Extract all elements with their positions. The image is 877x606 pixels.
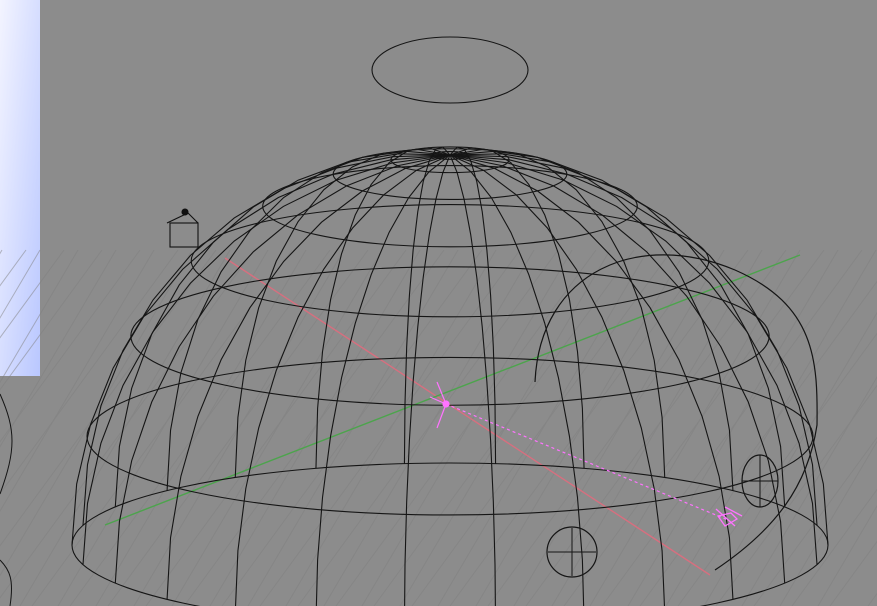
grid-line	[0, 249, 79, 384]
grid-line	[0, 249, 41, 319]
grid-line	[741, 376, 877, 606]
dome-meridian	[404, 154, 451, 606]
grid-line	[0, 249, 155, 513]
grid-line	[323, 249, 535, 606]
grid-line	[361, 249, 573, 606]
grid-line	[449, 249, 711, 606]
grid-line	[0, 249, 217, 547]
dome-meridian	[71, 154, 451, 546]
dome-latitude-ring	[86, 356, 814, 516]
grid-line	[399, 249, 611, 606]
dome-meridian	[449, 154, 666, 606]
grid-line	[817, 504, 877, 606]
grid-line	[335, 249, 597, 606]
lamp-icon[interactable]	[715, 506, 743, 527]
dome-meridian	[403, 146, 451, 464]
grid-line	[677, 332, 877, 606]
dome-meridian	[114, 154, 451, 584]
grid-line	[0, 249, 255, 599]
porthole-right[interactable]	[741, 454, 779, 508]
grid-line	[703, 311, 877, 606]
grid-line	[69, 249, 331, 606]
grid-line	[285, 249, 497, 606]
grid-line	[411, 249, 673, 606]
grid-line	[0, 249, 65, 339]
grid-line	[259, 249, 521, 606]
dome-wireframe[interactable]	[71, 36, 829, 606]
grid-line	[0, 249, 179, 495]
grid-line	[145, 249, 407, 606]
backdrop-gradient	[0, 0, 40, 376]
grid-line	[209, 249, 421, 606]
grid-line	[221, 249, 483, 606]
dome-meridian	[449, 154, 585, 606]
camera-icon[interactable]	[166, 208, 199, 248]
x-axis-line	[224, 257, 711, 576]
dome-meridian	[449, 154, 818, 526]
dome-meridian	[449, 154, 818, 565]
dome-meridian	[234, 154, 451, 606]
dome-meridian	[449, 148, 666, 478]
grid-line	[829, 540, 877, 606]
dome-meridian	[449, 154, 829, 546]
dome-meridian	[82, 154, 451, 565]
dome-meridian	[449, 154, 496, 606]
grid-line	[753, 436, 877, 606]
left-edge-lines	[0, 393, 13, 606]
dome-meridian	[166, 154, 451, 600]
dome-meridian	[166, 150, 451, 491]
grid-line	[791, 488, 877, 606]
dome-meridian	[449, 154, 734, 600]
grid-line	[513, 249, 725, 606]
selection-link-line	[445, 403, 729, 521]
grid-line	[601, 249, 863, 606]
dome-latitude-ring	[130, 266, 770, 406]
grid-line	[779, 440, 877, 606]
dome-meridian	[449, 153, 786, 507]
grid-line	[107, 249, 369, 606]
door-arch[interactable]	[534, 254, 818, 571]
dome-meridian	[234, 148, 451, 478]
grid-line	[95, 249, 307, 606]
grid-line	[0, 249, 193, 577]
dome-latitude-ring	[262, 165, 638, 248]
grid-line	[133, 249, 345, 606]
dome-meridian	[114, 153, 451, 507]
dome-meridian	[315, 147, 451, 469]
dome-meridian	[315, 154, 451, 606]
grid-line	[297, 249, 559, 606]
background	[40, 0, 877, 606]
grid-line	[171, 249, 383, 606]
dome-top-opening	[371, 36, 529, 104]
dome-meridian	[449, 150, 734, 491]
grid-line	[487, 249, 749, 606]
grid-line	[0, 249, 141, 443]
dome-meridian	[82, 154, 451, 526]
dome-meridian	[449, 146, 497, 464]
grid-line	[665, 249, 877, 606]
grid-line	[0, 249, 103, 391]
grid-line	[589, 249, 801, 606]
porthole-left[interactable]	[546, 526, 598, 578]
grid-line	[57, 249, 269, 606]
grid-line	[183, 249, 445, 606]
grid-line	[639, 280, 877, 606]
grid-line	[715, 384, 877, 606]
grid-line	[551, 249, 763, 606]
grid-line	[19, 249, 231, 606]
grid-line	[437, 249, 649, 606]
grid-line	[525, 249, 787, 606]
grid-line	[563, 249, 825, 606]
grid-line	[627, 249, 839, 606]
